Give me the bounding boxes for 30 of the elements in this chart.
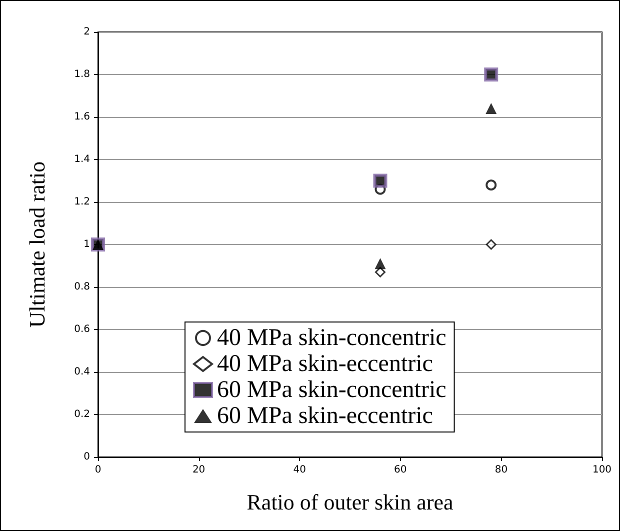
y-tick-label: 2: [84, 26, 90, 38]
x-tick-label: 40: [293, 464, 306, 476]
y-tick-label: 0.8: [74, 282, 90, 292]
x-tick-label: 80: [494, 464, 508, 476]
x-tick-label: 60: [394, 464, 407, 476]
point: [486, 180, 497, 190]
y-tick-label: 1.8: [74, 69, 90, 80]
y-tick-label: 1.2: [74, 196, 90, 208]
y-tick-label: 1.6: [74, 112, 90, 122]
point: [373, 174, 388, 188]
point: [374, 258, 386, 270]
x-tick-label: 0: [94, 464, 102, 476]
point: [374, 266, 386, 278]
y-axis-title: Ultimate load ratio: [24, 161, 50, 328]
y-tick-label: 1: [84, 239, 90, 250]
y-tick-label: 0.2: [74, 409, 90, 420]
x-tick-label: 20: [192, 464, 206, 476]
y-tick-label: 0.6: [74, 324, 90, 335]
y-tick-label: 0.4: [74, 366, 90, 378]
y-tick-label: 0: [84, 452, 90, 462]
point: [484, 68, 498, 82]
x-tick-label: 100: [592, 464, 612, 476]
point: [486, 239, 496, 250]
x-axis-title: Ratio of outer skin area: [246, 490, 454, 514]
legend-label: 40 MPa skin-eccentric: [217, 351, 433, 377]
y-tick-label: 1.4: [74, 154, 90, 165]
legend-label: 60 MPa skin-eccentric: [217, 403, 433, 429]
legend-label: 40 MPa skin-concentric: [217, 325, 446, 351]
legend-label: 60 MPa skin-concentric: [217, 377, 446, 403]
point: [486, 103, 497, 114]
